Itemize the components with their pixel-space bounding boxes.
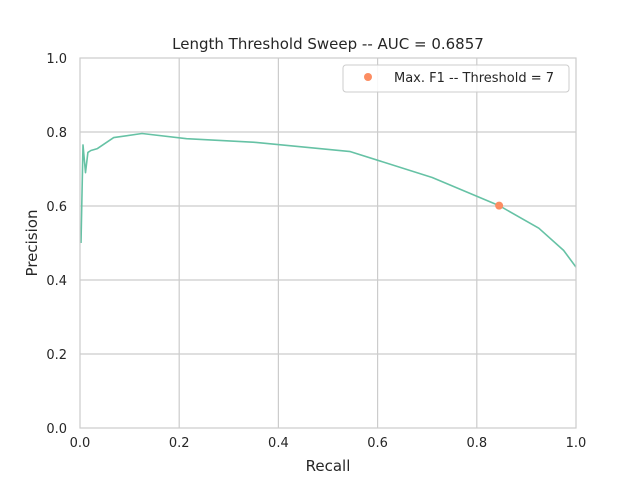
x-axis-label: Recall xyxy=(306,457,351,475)
plot-frame xyxy=(79,57,577,429)
y-tick-labels: 0.0 0.2 0.4 0.6 0.8 1.0 xyxy=(46,52,67,437)
y-axis-label: Precision xyxy=(23,210,41,277)
grid-lines xyxy=(80,58,576,428)
legend-box xyxy=(342,64,570,93)
legend: Max. F1 -- Threshold = 7 xyxy=(342,64,570,93)
y-tick-label: 0.6 xyxy=(46,200,67,215)
x-tick-label: 1.0 xyxy=(566,436,587,451)
y-tick-label: 0.4 xyxy=(46,274,67,289)
chart-title: Length Threshold Sweep -- AUC = 0.6857 xyxy=(172,35,484,53)
y-tick-label: 0.8 xyxy=(46,126,67,141)
x-tick-label: 0.8 xyxy=(466,436,487,451)
legend-label: Max. F1 -- Threshold = 7 xyxy=(394,71,554,86)
series-layer xyxy=(80,132,577,268)
max-f1-point xyxy=(495,201,504,210)
x-tick-label: 0.0 xyxy=(70,436,91,451)
precision-recall-line xyxy=(80,132,577,268)
legend-marker-dot xyxy=(364,73,372,81)
x-tick-label: 0.6 xyxy=(367,436,388,451)
y-tick-label: 1.0 xyxy=(46,52,67,67)
x-tick-label: 0.2 xyxy=(169,436,190,451)
x-tick-label: 0.4 xyxy=(268,436,289,451)
plot-area xyxy=(80,58,576,428)
y-tick-label: 0.2 xyxy=(46,348,67,363)
x-tick-labels: 0.0 0.2 0.4 0.6 0.8 1.0 xyxy=(70,436,587,451)
y-tick-label: 0.0 xyxy=(46,422,67,437)
